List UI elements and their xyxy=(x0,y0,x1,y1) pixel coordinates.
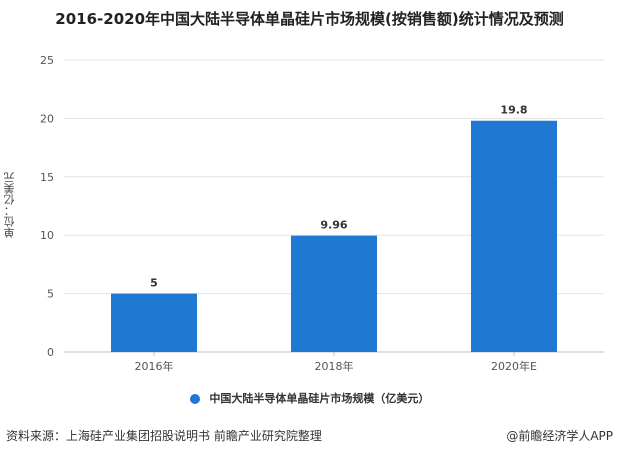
y-tick-label: 15 xyxy=(40,171,54,184)
source-note: 资料来源：上海硅产业集团招股说明书 前瞻产业研究院整理 xyxy=(6,429,322,443)
y-tick-label: 0 xyxy=(47,346,54,359)
y-tick-label: 10 xyxy=(40,229,54,242)
footer: 资料来源：上海硅产业集团招股说明书 前瞻产业研究院整理 @前瞻经济学人APP xyxy=(6,427,613,445)
chart-title: 2016-2020年中国大陆半导体单晶硅片市场规模(按销售额)统计情况及预测 xyxy=(55,10,564,28)
legend-marker-icon xyxy=(189,394,200,404)
x-tick-label: 2016年 xyxy=(135,359,174,373)
legend: 中国大陆半导体单晶硅片市场规模（亿美元） xyxy=(0,390,619,406)
bar xyxy=(291,235,377,352)
data-label: 9.96 xyxy=(320,219,347,232)
bar xyxy=(471,120,557,353)
y-axis-label: 单位：亿美元 xyxy=(3,172,16,238)
x-tick-label: 2018年 xyxy=(315,359,354,373)
legend-label: 中国大陆半导体单晶硅片市场规模（亿美元） xyxy=(209,392,430,405)
y-tick-label: 5 xyxy=(47,288,54,301)
data-label: 5 xyxy=(150,277,158,290)
y-tick-label: 25 xyxy=(40,54,54,67)
bar xyxy=(111,293,197,352)
x-tick-label: 2020年E xyxy=(491,359,537,373)
brand-credit: @前瞻经济学人APP xyxy=(506,429,613,443)
y-tick-label: 20 xyxy=(40,112,54,125)
data-label: 19.8 xyxy=(500,104,527,117)
